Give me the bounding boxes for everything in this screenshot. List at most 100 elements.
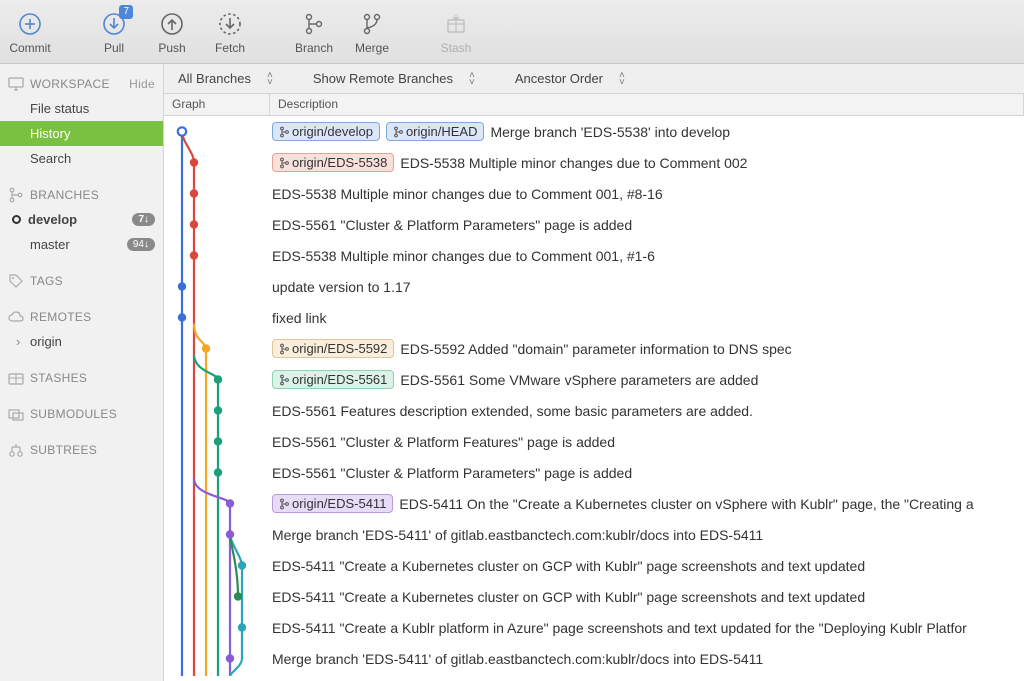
content: All Branches ˄˅ Show Remote Branches ˄˅ … bbox=[164, 64, 1024, 681]
commit-row[interactable]: Merge branch 'EDS-5411' of gitlab.eastba… bbox=[164, 643, 1024, 674]
commit-message: EDS-5411 "Create a Kublr platform in Azu… bbox=[272, 620, 967, 636]
commit-row[interactable]: EDS-5561 "Cluster & Platform Parameters"… bbox=[164, 457, 1024, 488]
branch-name: master bbox=[30, 237, 70, 252]
branches-header[interactable]: BRANCHES bbox=[0, 185, 163, 207]
commit-message: EDS-5561 Features description extended, … bbox=[272, 403, 753, 419]
filter-bar: All Branches ˄˅ Show Remote Branches ˄˅ … bbox=[164, 64, 1024, 94]
commit-message: EDS-5592 Added "domain" parameter inform… bbox=[400, 341, 791, 357]
pull-icon: 7 bbox=[99, 9, 129, 39]
sidebar-item-history[interactable]: History bbox=[0, 121, 163, 146]
merge-button[interactable]: Merge bbox=[346, 4, 398, 60]
commit-message: fixed link bbox=[272, 310, 326, 326]
commit-message: EDS-5411 "Create a Kubernetes cluster on… bbox=[272, 589, 865, 605]
subtrees-icon bbox=[8, 442, 24, 458]
remotes-header[interactable]: REMOTES bbox=[0, 307, 163, 329]
commit-row[interactable]: EDS-5538 Multiple minor changes due to C… bbox=[164, 240, 1024, 271]
commit-message: EDS-5538 Multiple minor changes due to C… bbox=[400, 155, 747, 171]
commit-message: update version to 1.17 bbox=[272, 279, 411, 295]
branch-label: Branch bbox=[295, 41, 333, 55]
column-header: Graph Description bbox=[164, 94, 1024, 116]
commit-message: Merge branch 'EDS-5411' of gitlab.eastba… bbox=[272, 527, 763, 543]
commit-row[interactable]: origin/EDS-5538 EDS-5538 Multiple minor c… bbox=[164, 147, 1024, 178]
remote-origin-label: origin bbox=[30, 334, 62, 349]
fetch-button[interactable]: Fetch bbox=[204, 4, 256, 60]
branch-behind-badge: 7↓ bbox=[132, 213, 155, 226]
chevron-right-icon: › bbox=[16, 334, 26, 349]
commit-row[interactable]: fixed link bbox=[164, 302, 1024, 333]
hide-button[interactable]: Hide bbox=[129, 77, 155, 91]
branch-tag[interactable]: origin/HEAD bbox=[386, 122, 485, 141]
commit-message: EDS-5411 On the "Create a Kubernetes clu… bbox=[399, 496, 973, 512]
branch-tag[interactable]: origin/EDS-5592 bbox=[272, 339, 394, 358]
tag-icon bbox=[8, 273, 24, 289]
workspace-header[interactable]: WORKSPACE Hide bbox=[0, 74, 163, 96]
branch-name: develop bbox=[28, 212, 77, 227]
sidebar-item-branch-master[interactable]: master 94↓ bbox=[0, 232, 163, 257]
remote-filter[interactable]: Show Remote Branches ˄˅ bbox=[313, 71, 475, 86]
remotes-title: REMOTES bbox=[30, 310, 91, 324]
commit-button[interactable]: Commit bbox=[4, 4, 56, 60]
subtrees-title: SUBTREES bbox=[30, 443, 97, 457]
workspace-title: WORKSPACE bbox=[30, 77, 110, 91]
commit-row[interactable]: update version to 1.17 bbox=[164, 271, 1024, 302]
branch-tag[interactable]: origin/EDS-5561 bbox=[272, 370, 394, 389]
commit-row[interactable]: EDS-5538 Multiple minor changes due to C… bbox=[164, 178, 1024, 209]
commit-row[interactable]: EDS-5411 "Create a Kublr platform in Azu… bbox=[164, 612, 1024, 643]
commit-list: origin/develop origin/HEAD Merge branch 'E… bbox=[164, 116, 1024, 681]
sidebar-item-file-status[interactable]: File status bbox=[0, 96, 163, 121]
tags-header[interactable]: TAGS bbox=[0, 271, 163, 293]
stash-button[interactable]: Stash bbox=[430, 4, 482, 60]
branch-tag[interactable]: origin/EDS-5538 bbox=[272, 153, 394, 172]
commit-row[interactable]: Merge branch 'EDS-5411' of gitlab.eastba… bbox=[164, 519, 1024, 550]
commit-message: EDS-5561 "Cluster & Platform Features" p… bbox=[272, 434, 615, 450]
toolbar: Commit 7 Pull Push Fetch Branch Merge bbox=[0, 0, 1024, 64]
commit-message: EDS-5561 Some VMware vSphere parameters … bbox=[400, 372, 758, 388]
branch-tag[interactable]: origin/EDS-5411 bbox=[272, 494, 393, 513]
commit-row[interactable]: origin/EDS-5592 EDS-5592 Added "domain" p… bbox=[164, 333, 1024, 364]
commit-row[interactable]: origin/developorigin/HEADMerge branch 'E… bbox=[164, 116, 1024, 147]
commit-row[interactable]: EDS-5561 "Cluster & Platform Parameters"… bbox=[164, 209, 1024, 240]
commit-row[interactable]: origin/EDS-5561 EDS-5561 Some VMware vSph… bbox=[164, 364, 1024, 395]
dropdown-icon: ˄˅ bbox=[469, 72, 475, 86]
fetch-label: Fetch bbox=[215, 41, 245, 55]
subtrees-header[interactable]: SUBTREES bbox=[0, 440, 163, 462]
commit-message: EDS-5561 "Cluster & Platform Parameters"… bbox=[272, 465, 632, 481]
dropdown-icon: ˄˅ bbox=[619, 72, 625, 86]
branches-title: BRANCHES bbox=[30, 188, 99, 202]
commit-message: EDS-5538 Multiple minor changes due to C… bbox=[272, 248, 655, 264]
submodules-icon bbox=[8, 406, 24, 422]
order-filter-label: Ancestor Order bbox=[515, 71, 603, 86]
dropdown-icon: ˄˅ bbox=[267, 72, 273, 86]
commit-row[interactable]: EDS-5411 "Create a Kubernetes cluster on… bbox=[164, 550, 1024, 581]
branch-tag[interactable]: origin/develop bbox=[272, 122, 380, 141]
pull-button[interactable]: 7 Pull bbox=[88, 4, 140, 60]
stashes-title: STASHES bbox=[30, 371, 87, 385]
order-filter[interactable]: Ancestor Order ˄˅ bbox=[515, 71, 625, 86]
commit-row[interactable]: EDS-5411 "Create a Kubernetes cluster on… bbox=[164, 581, 1024, 612]
sidebar-item-search[interactable]: Search bbox=[0, 146, 163, 171]
fetch-icon bbox=[215, 9, 245, 39]
commit-message: EDS-5411 "Create a Kubernetes cluster on… bbox=[272, 558, 865, 574]
description-column-header[interactable]: Description bbox=[270, 94, 1024, 115]
stashes-header[interactable]: STASHES bbox=[0, 368, 163, 390]
commit-row[interactable]: EDS-5561 Features description extended, … bbox=[164, 395, 1024, 426]
stash-label: Stash bbox=[441, 41, 472, 55]
graph-column-header[interactable]: Graph bbox=[164, 94, 270, 115]
branch-button[interactable]: Branch bbox=[288, 4, 340, 60]
sidebar-item-origin[interactable]: › origin bbox=[0, 329, 163, 354]
commit-row[interactable]: EDS-5561 "Cluster & Platform Features" p… bbox=[164, 426, 1024, 457]
stashes-icon bbox=[8, 370, 24, 386]
sidebar-item-branch-develop[interactable]: develop 7↓ bbox=[0, 207, 163, 232]
commit-message: EDS-5538 Multiple minor changes due to C… bbox=[272, 186, 663, 202]
branch-behind-badge: 94↓ bbox=[127, 238, 155, 251]
push-icon bbox=[157, 9, 187, 39]
commit-row[interactable]: origin/EDS-5411 EDS-5411 On the "Create a… bbox=[164, 488, 1024, 519]
pull-label: Pull bbox=[104, 41, 124, 55]
tags-title: TAGS bbox=[30, 274, 63, 288]
submodules-header[interactable]: SUBMODULES bbox=[0, 404, 163, 426]
cloud-icon bbox=[8, 309, 24, 325]
branch-filter[interactable]: All Branches ˄˅ bbox=[178, 71, 273, 86]
branch-filter-label: All Branches bbox=[178, 71, 251, 86]
push-button[interactable]: Push bbox=[146, 4, 198, 60]
commit-message: Merge branch 'EDS-5411' of gitlab.eastba… bbox=[272, 651, 763, 667]
